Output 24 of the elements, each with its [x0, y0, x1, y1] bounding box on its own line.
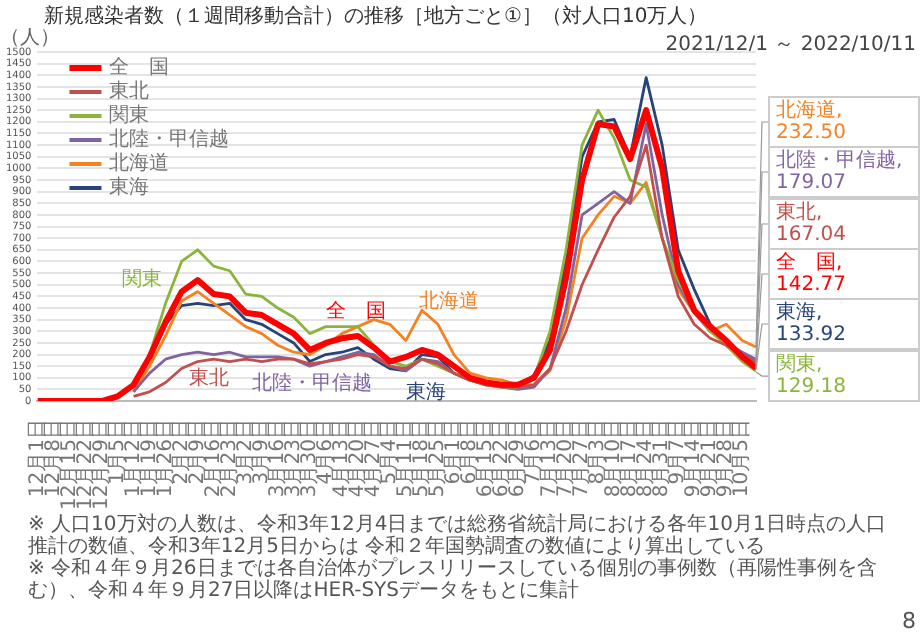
annotation: 北陸・甲信越, 179.07 — [776, 150, 905, 195]
annotation: 全 国, 142.77 — [776, 251, 848, 296]
annotation: 関東, 129.18 — [776, 353, 848, 398]
legend-label: 東北 — [109, 79, 150, 104]
text: 8 — [902, 608, 916, 634]
text: 東海 — [406, 382, 447, 405]
annotation: 東海, 133.92 — [776, 302, 848, 347]
text: 北海道 — [419, 291, 480, 314]
legend-label: 北陸・甲信越 — [109, 127, 230, 152]
text: 北陸・甲信越 — [251, 372, 372, 395]
legend-label: 関東 — [109, 103, 150, 128]
legend-label: 東海 — [109, 175, 150, 200]
text: 東北 — [189, 368, 230, 391]
text: ※ 人口10万対の人数は、令和3年12月4日までは総務省統計局における各年10月1日時点の人口推計の数値、令和3年12月5日からは 令和２年国勢調査の数値により算出している — [28, 514, 888, 558]
chart-title: 新規感染者数（１週間移動合計）の推移［地方ごと①］（対人口10万人） — [42, 3, 710, 28]
text: 関東 — [122, 269, 163, 292]
annotation: 北海道, 232.50 — [776, 99, 848, 144]
text: ※ 令和４年９月26日までは各自治体がプレスリリースしている個別の事例数（再陽性事例を含む）、令和４年９月27日以降はHER-SYSデータをもとに集計 — [28, 558, 879, 602]
y-axis-title: （人） — [0, 27, 60, 50]
legend-label: 全 国 — [109, 55, 170, 80]
legend-label: 北海道 — [109, 151, 170, 176]
text: 全 国 — [325, 300, 386, 323]
chart-subtitle: 2021/12/1 ～ 2022/10/11 — [665, 32, 916, 58]
annotation: 東北, 167.04 — [776, 201, 848, 246]
